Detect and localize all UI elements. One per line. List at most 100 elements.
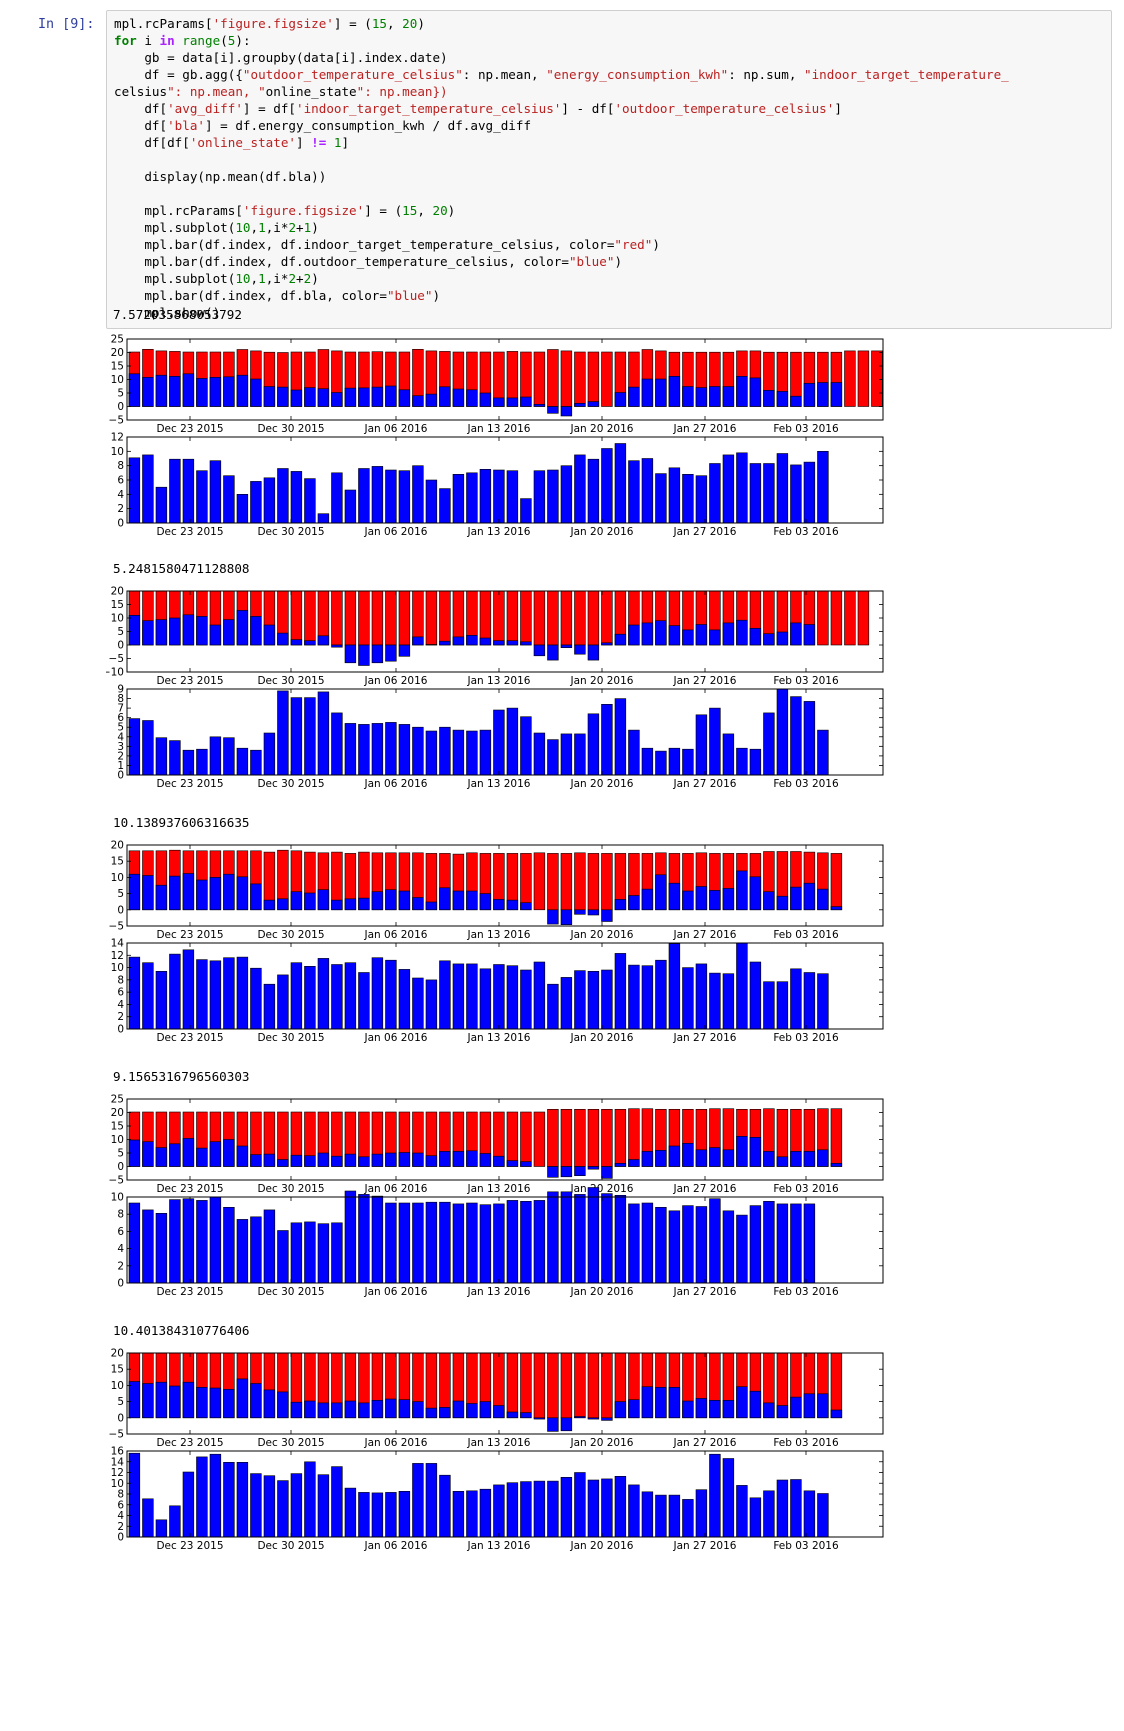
code-editor[interactable]: mpl.rcParams['figure.figsize'] = (15, 20… <box>114 15 1009 321</box>
bla-bar <box>452 1491 465 1538</box>
code-line: celsius": np.mean, "online_state": np.me… <box>114 84 448 99</box>
outdoor-bar <box>830 1409 843 1419</box>
y-tick-label: 8 <box>117 1209 124 1221</box>
bla-bar <box>344 962 357 1030</box>
y-tick-label: 4 <box>117 1510 124 1522</box>
bla-bar <box>385 1202 397 1284</box>
outdoor-bar <box>682 629 694 646</box>
outdoor-bar <box>641 888 654 911</box>
outdoor-bar <box>493 640 505 646</box>
outdoor-bar <box>533 404 546 407</box>
x-tick-label: Dec 30 2015 <box>257 1540 324 1551</box>
indoor-bar <box>601 590 613 646</box>
code-cell[interactable]: mpl.rcParams['figure.figsize'] = (15, 20… <box>106 10 1112 329</box>
bla-bar <box>425 979 438 1030</box>
x-tick-label: Jan 13 2016 <box>467 526 531 537</box>
bla-bar <box>655 959 667 1030</box>
x-tick-label: Jan 13 2016 <box>467 1540 531 1551</box>
output-value: 9.1565316796560303 <box>113 1069 250 1084</box>
x-tick-label: Jan 06 2016 <box>364 1540 428 1551</box>
y-tick-label: −5 <box>109 1175 124 1187</box>
y-tick-label: 2 <box>117 1521 124 1533</box>
outdoor-bar <box>209 624 222 646</box>
outdoor-bar <box>439 887 451 911</box>
bla-bar <box>790 968 802 1030</box>
bla-bar <box>263 732 276 776</box>
bla-bar <box>317 1223 330 1284</box>
bla-bar <box>614 1195 627 1284</box>
outdoor-bar <box>695 1149 708 1167</box>
indoor-bar <box>439 590 451 646</box>
bla-bar <box>493 1203 505 1284</box>
bla-bar <box>155 1519 168 1538</box>
x-tick-label: Feb 03 2016 <box>773 1540 839 1551</box>
outdoor-bar <box>263 624 276 646</box>
bla-bar <box>614 1476 627 1538</box>
outdoor-bar <box>641 1386 654 1419</box>
y-tick-label: 0 <box>117 1024 124 1036</box>
y-tick-label: 4 <box>117 731 124 743</box>
bla-bar <box>736 1485 748 1538</box>
code-line: df['avg_diff'] = df['indoor_target_tempe… <box>114 101 842 116</box>
indoor-bar <box>533 590 546 646</box>
bla-bar <box>452 963 465 1030</box>
y-tick-label: 8 <box>117 460 124 472</box>
outdoor-bar <box>169 1385 181 1419</box>
x-tick-label: Dec 23 2015 <box>156 1437 223 1449</box>
outdoor-bar <box>668 375 681 407</box>
bla-bar <box>547 469 559 524</box>
y-tick-label: 0 <box>117 518 124 530</box>
outdoor-bar <box>128 373 141 407</box>
bla-bar <box>304 697 316 776</box>
outdoor-bar <box>587 644 600 661</box>
indoor-bar <box>277 1111 289 1167</box>
bla-bar <box>574 970 586 1030</box>
x-tick-label: Jan 20 2016 <box>570 1183 634 1195</box>
outdoor-bar <box>520 1161 532 1167</box>
outdoor-bar <box>803 882 816 911</box>
bla-bar <box>722 454 735 524</box>
bla-bar <box>236 1462 249 1538</box>
outdoor-bar <box>155 1147 168 1167</box>
bla-bar <box>277 690 289 776</box>
indoor-bar <box>560 1109 573 1167</box>
code-line: mpl.bar(df.index, df.indoor_target_tempe… <box>114 237 660 252</box>
bla-bar <box>641 1491 654 1538</box>
bla-bar <box>182 749 195 776</box>
code-line: mpl.subplot(10,1,i*2+1) <box>114 220 319 235</box>
x-tick-label: Dec 30 2015 <box>257 1286 324 1297</box>
x-tick-label: Feb 03 2016 <box>773 1032 839 1043</box>
bla-bar <box>344 1190 357 1284</box>
outdoor-bar <box>182 873 195 911</box>
outdoor-bar <box>790 395 802 407</box>
outdoor-bar <box>250 883 262 911</box>
bla-bar <box>142 1498 154 1538</box>
bla-bar <box>655 750 667 776</box>
bla-bar <box>385 469 397 524</box>
code-line: df['bla'] = df.energy_consumption_kwh / … <box>114 118 532 133</box>
outdoor-bar <box>250 1154 262 1167</box>
bla-bar <box>452 474 465 524</box>
x-tick-label: Jan 20 2016 <box>570 526 634 537</box>
outdoor-bar <box>763 389 775 407</box>
outdoor-bar <box>304 387 316 407</box>
bla-bar <box>790 1479 802 1538</box>
y-tick-label: 8 <box>117 974 124 986</box>
indoor-bar <box>547 1109 559 1167</box>
output-value: 5.2481580471128808 <box>113 561 250 576</box>
y-tick-label: 4 <box>117 999 124 1011</box>
bla-bar <box>263 1209 276 1284</box>
x-tick-label: Feb 03 2016 <box>773 929 839 941</box>
x-tick-label: Dec 23 2015 <box>156 526 223 537</box>
outdoor-bar <box>385 1152 397 1167</box>
code-line: mpl.bar(df.index, df.outdoor_temperature… <box>114 254 623 269</box>
bla-bar <box>506 707 519 776</box>
outdoor-bar <box>479 637 492 646</box>
outdoor-bar <box>236 1145 249 1167</box>
indoor-bar <box>520 1352 532 1419</box>
x-tick-label: Jan 06 2016 <box>364 526 428 537</box>
bla-bar <box>439 488 451 524</box>
bla-bar <box>587 971 600 1030</box>
outdoor-bar <box>547 1166 559 1178</box>
